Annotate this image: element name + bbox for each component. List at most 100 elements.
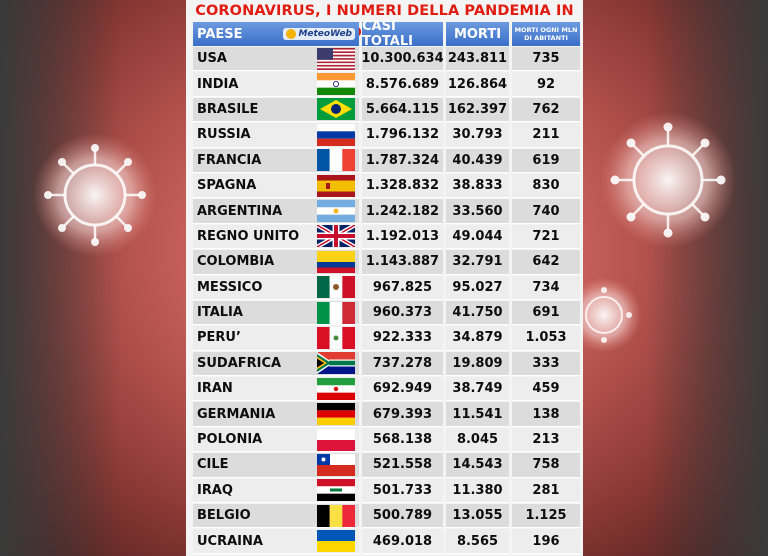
cell-morti: 40.439 [446, 148, 509, 173]
country-name: ARGENTINA [197, 203, 283, 219]
cell-morti-mln: 333 [512, 351, 580, 377]
cell-casi-totali: 967.825 [362, 275, 443, 300]
table-row: USA 10.300.634 243.811 735 [193, 47, 580, 72]
cell-morti-mln: 138 [512, 402, 580, 427]
south-africa-flag-icon [317, 352, 355, 375]
cell-paese: PERU’ [193, 326, 359, 351]
country-name: SUDAFRICA [197, 355, 282, 371]
iraq-flag-icon [317, 479, 355, 502]
header-casi-totali: CASI TOTALI [362, 19, 443, 49]
argentina-flag-icon [317, 200, 355, 223]
table-row: CILE 521.558 14.543 758 [193, 453, 580, 478]
cell-paese: COLOMBIA [193, 250, 359, 275]
header-morti: MORTI [446, 22, 509, 46]
header-morti-mln-line1: MORTI OGNI MLN [514, 26, 578, 34]
cell-paese: INDIA [193, 72, 359, 97]
country-name: USA [197, 51, 227, 67]
country-name: IRAN [197, 381, 233, 397]
country-name: UCRAINA [197, 533, 263, 549]
cell-morti: 243.811 [446, 47, 509, 72]
table-row: REGNO UNITO 1.192.013 49.044 721 [193, 224, 580, 250]
table-header: PAESE MeteoWeb CASI TOTALI MORTI MORTI O… [193, 19, 580, 49]
cell-morti: 8.565 [446, 529, 509, 554]
cell-casi-totali: 521.558 [362, 453, 443, 478]
cell-casi-totali: 737.278 [362, 351, 443, 377]
background-vignette-left [0, 0, 120, 556]
virus-right-small-icon [566, 277, 642, 353]
cell-paese: IRAN [193, 377, 359, 402]
table-body: USA 10.300.634 243.811 735 INDIA 8.576.689 126… [193, 47, 580, 555]
table-row: UCRAINA 469.018 8.565 196 [193, 529, 580, 554]
cell-morti-mln: 459 [512, 377, 580, 402]
country-name: SPAGNA [197, 178, 257, 194]
cell-morti: 8.045 [446, 427, 509, 453]
cell-casi-totali: 568.138 [362, 427, 443, 453]
cell-casi-totali: 1.796.132 [362, 123, 443, 148]
country-name: INDIA [197, 76, 239, 92]
cell-morti: 33.560 [446, 199, 509, 224]
country-name: POLONIA [197, 432, 263, 448]
cell-paese: ARGENTINA [193, 199, 359, 224]
cell-morti: 38.749 [446, 377, 509, 402]
cell-morti-mln: 281 [512, 478, 580, 504]
logo-text: MeteoWeb [298, 29, 352, 39]
header-paese-label: PAESE [197, 26, 243, 42]
table-row: GERMANIA 679.393 11.541 138 [193, 402, 580, 427]
cell-morti-mln: 642 [512, 250, 580, 275]
cell-paese: SUDAFRICA [193, 351, 359, 377]
table-row: IRAN 692.949 38.749 459 [193, 377, 580, 402]
cell-morti-mln: 1.125 [512, 504, 580, 529]
iran-flag-icon [317, 377, 355, 400]
cell-paese: FRANCIA [193, 148, 359, 173]
france-flag-icon [317, 149, 355, 172]
cell-casi-totali: 960.373 [362, 300, 443, 326]
india-flag-icon [317, 73, 355, 96]
cell-morti-mln: 758 [512, 453, 580, 478]
cell-casi-totali: 1.242.182 [362, 199, 443, 224]
country-name: BRASILE [197, 101, 259, 117]
cell-casi-totali: 5.664.115 [362, 97, 443, 123]
country-name: MESSICO [197, 279, 263, 295]
cell-morti: 32.791 [446, 250, 509, 275]
table-row: PERU’ 922.333 34.879 1.053 [193, 326, 580, 351]
country-name: IRAQ [197, 482, 233, 498]
country-name: REGNO UNITO [197, 228, 300, 244]
header-morti-mln-line2: DI ABITANTI [524, 34, 568, 42]
cell-morti: 49.044 [446, 224, 509, 250]
cell-morti: 95.027 [446, 275, 509, 300]
cell-morti-mln: 619 [512, 148, 580, 173]
cell-morti-mln: 1.053 [512, 326, 580, 351]
peru-flag-icon [317, 326, 355, 349]
cell-morti: 41.750 [446, 300, 509, 326]
spain-flag-icon [317, 174, 355, 197]
sun-icon [286, 29, 297, 39]
background-vignette-right [648, 0, 768, 556]
poland-flag-icon [317, 428, 355, 451]
country-name: BELGIO [197, 508, 251, 524]
cell-morti-mln: 734 [512, 275, 580, 300]
ukraine-flag-icon [317, 530, 355, 553]
cell-morti: 30.793 [446, 123, 509, 148]
belgium-flag-icon [317, 504, 355, 527]
table-row: INDIA 8.576.689 126.864 92 [193, 72, 580, 97]
country-name: CILE [197, 457, 229, 473]
cell-morti: 11.541 [446, 402, 509, 427]
cell-casi-totali: 8.576.689 [362, 72, 443, 97]
table-row: RUSSIA 1.796.132 30.793 211 [193, 123, 580, 148]
table-row: BELGIO 500.789 13.055 1.125 [193, 504, 580, 529]
uk-flag-icon [317, 225, 355, 248]
chile-flag-icon [317, 453, 355, 476]
cell-paese: CILE [193, 453, 359, 478]
header-paese: PAESE MeteoWeb [193, 22, 359, 46]
cell-paese: UCRAINA [193, 529, 359, 554]
cell-morti-mln: 196 [512, 529, 580, 554]
cell-casi-totali: 679.393 [362, 402, 443, 427]
country-name: PERU’ [197, 330, 241, 346]
cell-casi-totali: 469.018 [362, 529, 443, 554]
cell-paese: REGNO UNITO [193, 224, 359, 250]
cell-morti-mln: 721 [512, 224, 580, 250]
cell-paese: MESSICO [193, 275, 359, 300]
cell-casi-totali: 922.333 [362, 326, 443, 351]
colombia-flag-icon [317, 250, 355, 273]
